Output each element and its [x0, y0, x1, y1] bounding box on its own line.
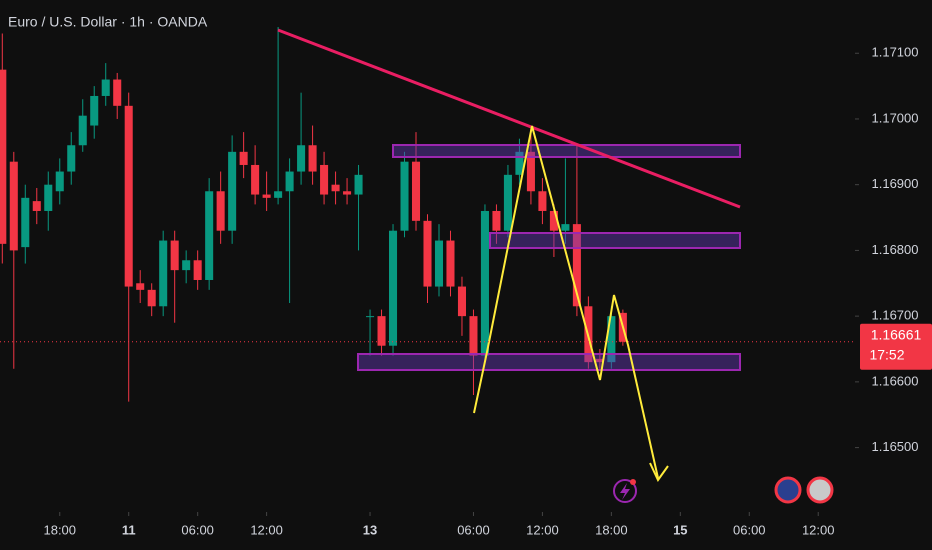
y-tick-label: 1.16500: [872, 439, 919, 454]
zone-box: [392, 144, 741, 158]
candle-body: [228, 151, 237, 231]
candle-body: [561, 224, 570, 231]
candle-body: [0, 69, 7, 244]
candle-body: [492, 210, 501, 231]
candle-body: [503, 174, 512, 231]
x-tick-label: 12:00: [250, 522, 283, 537]
y-tick-label: 1.16800: [872, 242, 919, 257]
y-tick-label: 1.17000: [872, 110, 919, 125]
candle-body: [308, 145, 317, 172]
event-icon[interactable]: [613, 479, 637, 503]
candle-body: [343, 191, 352, 195]
y-tick-label: 1.16700: [872, 308, 919, 323]
candle-body: [400, 161, 409, 231]
candle-body: [377, 316, 386, 346]
x-tick-label: 12:00: [802, 522, 835, 537]
x-tick-label: 06:00: [457, 522, 490, 537]
chart-title: Euro / U.S. Dollar · 1h · OANDA: [8, 14, 208, 30]
x-tick-label: 06:00: [181, 522, 214, 537]
candle-body: [480, 210, 489, 356]
candle-body: [67, 145, 76, 172]
zone-box: [489, 232, 741, 249]
candle-body: [434, 240, 444, 287]
projection-path: [473, 125, 659, 479]
candle-body: [147, 289, 156, 307]
candle-body: [136, 283, 145, 290]
candle-body: [44, 184, 53, 211]
eu-flag[interactable]: [774, 476, 802, 504]
candle-body: [55, 171, 64, 192]
zone-box: [357, 353, 741, 371]
candle-body: [446, 240, 455, 287]
candle-body: [101, 79, 110, 96]
candle-body: [32, 201, 41, 211]
candle-body: [572, 224, 581, 307]
candle-body: [216, 191, 225, 231]
candle-body: [457, 286, 466, 317]
candle-body: [9, 161, 18, 251]
us-flag[interactable]: [806, 476, 834, 504]
x-tick-label: 18:00: [43, 522, 76, 537]
candle-body: [595, 358, 604, 363]
candle-body: [170, 240, 179, 271]
lightning: [620, 483, 630, 500]
candle-body: [469, 316, 478, 356]
candle-body: [159, 240, 168, 307]
x-tick-label: 11: [122, 522, 136, 537]
x-tick-label: 06:00: [733, 522, 766, 537]
candle-body: [366, 316, 375, 318]
candle-body: [320, 164, 329, 195]
trend-line: [277, 28, 741, 209]
arrow-head: [649, 462, 669, 482]
candle-body: [113, 79, 122, 106]
y-tick-label: 1.16900: [872, 176, 919, 191]
x-tick-label: 15: [673, 522, 687, 537]
drawings: [277, 28, 741, 482]
candle-body: [274, 191, 283, 198]
candle-body: [297, 145, 306, 172]
candle-body: [78, 115, 87, 146]
candles: [0, 26, 627, 402]
candle-body: [538, 191, 547, 211]
icons: [613, 476, 834, 504]
x-tick-label: 12:00: [526, 522, 559, 537]
candle-body: [515, 151, 524, 175]
x-tick-label: 13: [363, 522, 377, 537]
candle-body: [389, 230, 398, 346]
candle-body: [239, 151, 248, 165]
candle-body: [285, 171, 294, 192]
candle-body: [423, 220, 432, 287]
y-tick-label: 1.17100: [872, 45, 919, 60]
candle-body: [331, 184, 340, 192]
candle-body: [90, 95, 99, 126]
badge: [630, 479, 636, 485]
candle-body: [354, 174, 363, 195]
x-tick-label: 18:00: [595, 522, 628, 537]
candle-body: [251, 164, 260, 195]
candle-body: [549, 210, 558, 231]
candle-body: [182, 260, 191, 271]
last-price-label: 1.16661: [871, 326, 922, 342]
candle-body: [411, 161, 421, 221]
candle-body: [193, 260, 202, 280]
candle-body: [21, 197, 30, 248]
candle-body: [607, 316, 616, 363]
candle-body: [262, 194, 271, 198]
candle-body: [205, 191, 214, 280]
candle-body: [124, 105, 133, 287]
candle-body: [526, 151, 535, 192]
last-price-tag: [860, 323, 932, 370]
countdown-label: 17:52: [869, 346, 904, 362]
y-tick-label: 1.16600: [872, 373, 919, 388]
